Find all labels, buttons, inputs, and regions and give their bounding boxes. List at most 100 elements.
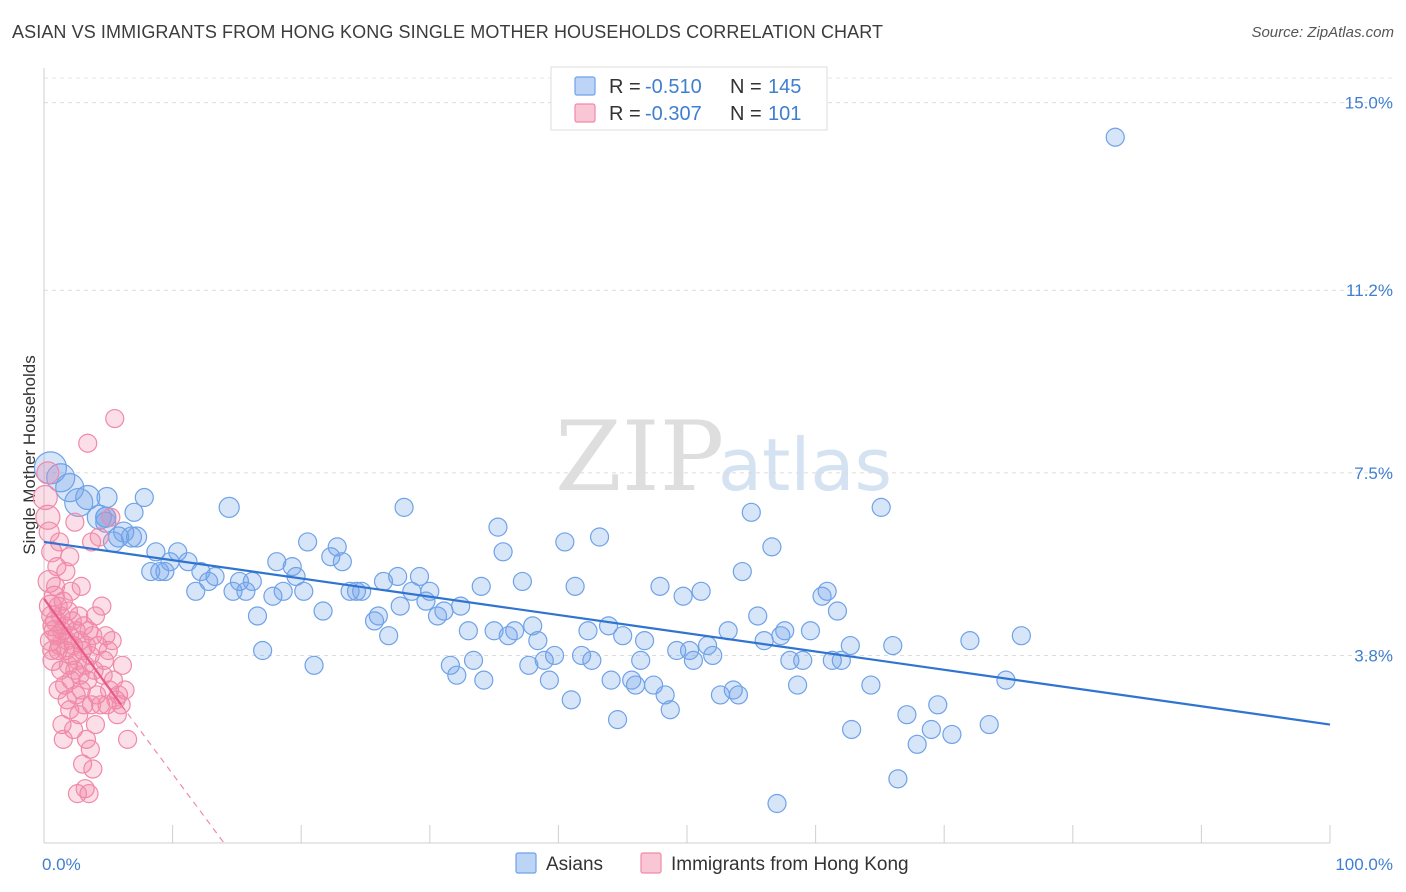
asians-point-28 (218, 496, 240, 518)
asians-point-118 (775, 621, 795, 641)
asians-point-6 (95, 511, 117, 533)
hong-kong-point-76 (87, 685, 107, 705)
hong-kong-point-83 (96, 626, 116, 646)
asians-point-55 (390, 596, 410, 616)
asians-point-95 (631, 650, 651, 670)
y-axis-title: Single Mother Households (20, 355, 39, 554)
asians-point-54 (388, 566, 408, 587)
bottom-legend-label-hong-kong: Immigrants from Hong Kong (671, 854, 909, 875)
asians-point-120 (787, 675, 808, 695)
y-tick-label-2: 11.2% (1346, 281, 1393, 300)
asians-point-62 (434, 601, 454, 621)
asians-point-41 (298, 532, 318, 552)
asians-point-2 (55, 473, 85, 503)
hong-kong-point-57 (74, 695, 94, 715)
asians-point-83 (561, 690, 581, 710)
hong-kong-point-74 (85, 606, 106, 626)
asians-point-122 (800, 621, 821, 641)
asians-point-131 (883, 635, 903, 656)
asians-point-107 (703, 645, 723, 666)
asians-point-141 (842, 719, 862, 740)
asians-point-90 (601, 670, 621, 690)
hong-kong-point-49 (69, 606, 89, 626)
hong-kong-point-11 (43, 585, 65, 607)
trend-lines (43, 540, 1331, 844)
asians-point-85 (571, 645, 592, 666)
asians-point-76 (519, 655, 539, 675)
gridlines (44, 77, 1393, 656)
axes (43, 68, 1331, 844)
asians-point-35 (263, 586, 283, 606)
legend-bottom: Asians Immigrants from Hong Kong (515, 852, 909, 875)
asians-point-86 (578, 621, 598, 641)
asians-point-19 (150, 561, 170, 582)
asians-point-45 (327, 537, 347, 557)
hong-kong-point-90 (105, 408, 125, 429)
asians-point-34 (253, 640, 273, 661)
asians-point-73 (498, 626, 518, 646)
asians-point-56 (394, 497, 414, 517)
legend-top: R = -0.510 N = 145 R = -0.307 N = 101 (550, 66, 828, 131)
hong-kong-point-30 (56, 561, 76, 582)
chart-source: Source: ZipAtlas.com (1251, 24, 1394, 41)
asians-point-15 (125, 526, 148, 548)
asians-point-70 (484, 621, 504, 641)
hong-kong-point-25 (53, 729, 73, 749)
asians-point-13 (120, 526, 143, 548)
asians-point-129 (861, 675, 881, 695)
hong-kong-point-53 (71, 680, 91, 700)
hong-kong-point-85 (98, 640, 118, 661)
asians-point-133 (907, 734, 927, 754)
legend-n-label-1: N = (730, 103, 762, 125)
asians-point-64 (447, 665, 467, 685)
hong-kong-point-63 (78, 670, 98, 690)
hong-kong-point-44 (65, 512, 85, 532)
asians-point-121 (793, 650, 813, 670)
asians-point-74 (505, 621, 525, 641)
asians-point-105 (691, 581, 711, 601)
hong-kong-point-68 (80, 739, 100, 759)
hong-kong-point-34 (58, 601, 79, 621)
asians-point-102 (673, 586, 693, 606)
asians-point-37 (273, 581, 293, 601)
asians-point-134 (921, 719, 941, 740)
asians-point-80 (539, 670, 559, 690)
chart-title: ASIAN VS IMMIGRANTS FROM HONG KONG SINGL… (12, 22, 884, 42)
asians-point-140 (767, 793, 787, 814)
hong-kong-point-78 (89, 527, 109, 547)
asians-point-72 (493, 542, 513, 562)
asians-point-9 (96, 486, 118, 509)
asians-point-87 (582, 650, 602, 670)
y-tick-label-1: 7.5% (1354, 464, 1393, 483)
y-tick-label-0: 3.8% (1354, 646, 1393, 665)
asians-point-100 (660, 700, 680, 720)
hong-kong-point-80 (92, 596, 112, 616)
hong-kong-point-40 (62, 611, 82, 631)
legend-r-label-0: R = (609, 76, 641, 98)
legend-n-label-0: N = (730, 76, 762, 98)
asians-point-126 (827, 601, 848, 621)
hong-kong-point-41 (63, 719, 84, 740)
asians-point-96 (634, 631, 655, 651)
x-tick-label-0: 0.0% (42, 855, 81, 874)
watermark-zip: ZIP (555, 401, 724, 513)
legend-n-value-0: 145 (768, 76, 801, 98)
hong-kong-point-50 (69, 705, 89, 725)
asians-point-42 (304, 655, 324, 675)
hong-kong-point-95 (112, 655, 133, 675)
asians-point-92 (613, 626, 633, 646)
asians-point-49 (352, 581, 372, 601)
asians-trend-line (43, 540, 1331, 726)
watermark-atlas: atlas (718, 423, 892, 507)
asians-point-44 (321, 547, 341, 567)
asians-point-36 (267, 552, 287, 572)
legend-swatch-hong-kong (574, 103, 596, 123)
hong-kong-point-67 (80, 645, 100, 666)
asians-point-43 (313, 601, 333, 621)
asians-point-79 (534, 650, 554, 670)
legend-r-value-1: -0.307 (645, 103, 702, 125)
asians-point-113 (741, 502, 761, 522)
legend-r-value-0: -0.510 (645, 76, 702, 98)
hong-kong-point-100 (42, 640, 62, 661)
hong-kong-point-96 (115, 680, 135, 700)
